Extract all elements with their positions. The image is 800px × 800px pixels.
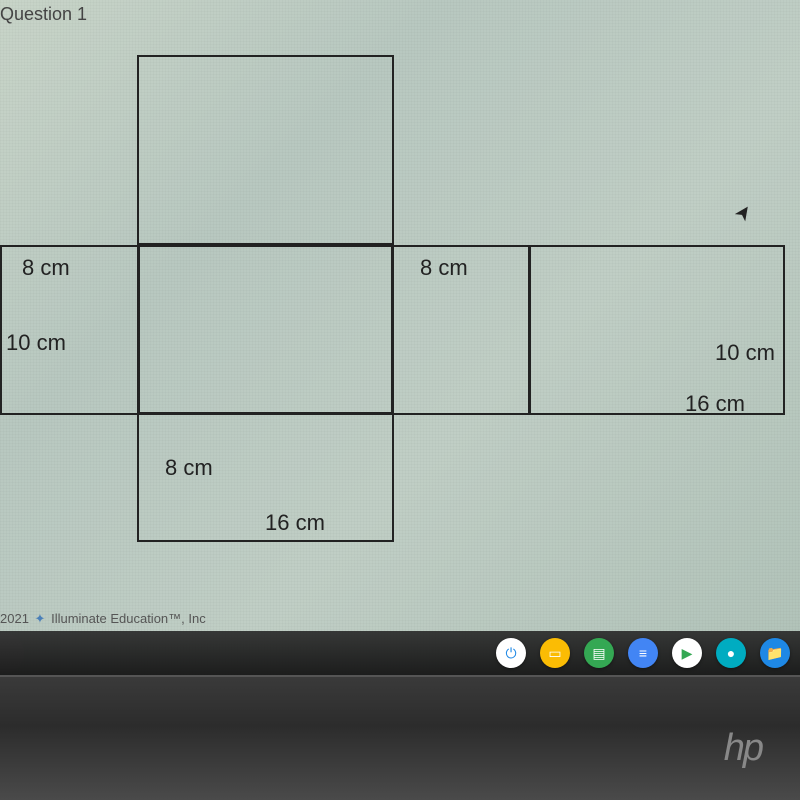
footer-company: Illuminate Education™, Inc: [51, 611, 206, 626]
dimension-label: 10 cm: [715, 340, 775, 366]
dimension-label: 8 cm: [22, 255, 70, 281]
power-icon[interactable]: ⏻: [496, 638, 526, 668]
play-icon[interactable]: ▶: [672, 638, 702, 668]
net-face-far-right: [528, 245, 785, 415]
sheets-icon[interactable]: ▤: [584, 638, 614, 668]
dimension-label: 16 cm: [265, 510, 325, 536]
net-face-center: [137, 245, 394, 415]
dimension-label: 8 cm: [165, 455, 213, 481]
footer-year: 2021: [0, 611, 29, 626]
laptop-bezel: hp: [0, 675, 800, 800]
files-icon[interactable]: 📁: [760, 638, 790, 668]
leaf-icon: ✦: [35, 611, 46, 626]
dimension-label: 10 cm: [6, 330, 66, 356]
dimension-label: 16 cm: [685, 391, 745, 417]
hp-logo: hp: [724, 727, 762, 770]
docs-icon[interactable]: ≡: [628, 638, 658, 668]
net-diagram: 8 cm 10 cm 8 cm 10 cm 16 cm 8 cm 16 cm: [0, 55, 800, 585]
taskbar: ⏻ ▭ ▤ ≡ ▶ ● 📁: [0, 631, 800, 675]
dimension-label: 8 cm: [420, 255, 468, 281]
screen-area: Question 1 ➤ 8 cm 10 cm 8 cm 10 cm 16 cm…: [0, 0, 800, 675]
slides-icon[interactable]: ▭: [540, 638, 570, 668]
net-face-top: [137, 55, 394, 245]
footer-copyright: 2021 ✦ Illuminate Education™, Inc: [0, 611, 206, 627]
circle1-icon[interactable]: ●: [716, 638, 746, 668]
question-label: Question 1: [0, 4, 87, 25]
